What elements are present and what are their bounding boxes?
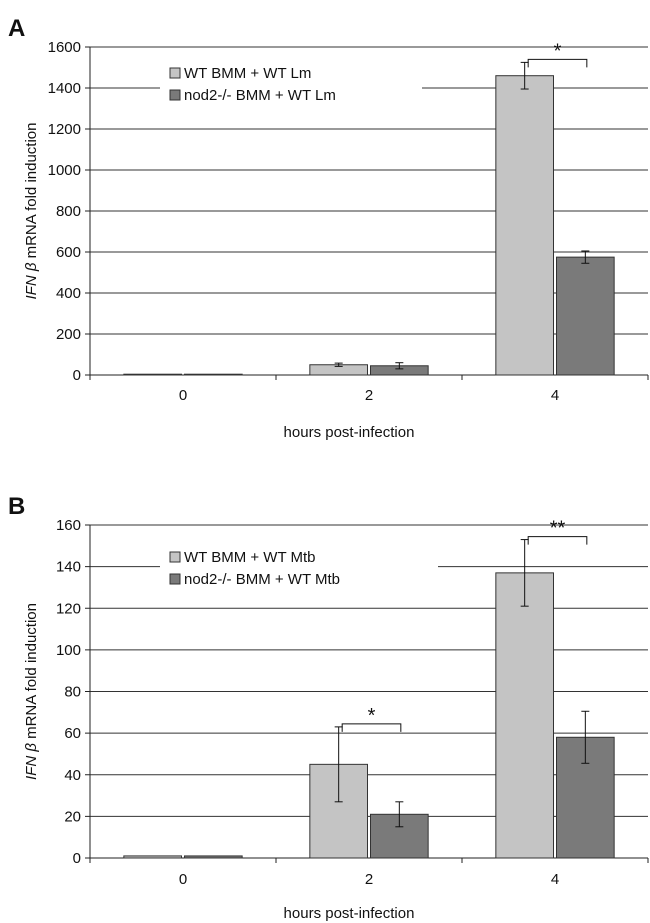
- significance-bracket: [341, 723, 402, 732]
- y-tick-label: 80: [64, 684, 81, 701]
- y-tick-label: 1200: [48, 121, 81, 138]
- legend-swatch: [169, 551, 181, 563]
- y-axis-label-rest: mRNA fold induction: [23, 603, 40, 743]
- panel-label: B: [8, 493, 25, 520]
- chart-panel-A: A 0 200 400 600 800 1000 1200 1400 1600 0 2 4 * WT BMM…: [8, 15, 649, 441]
- bar: [123, 855, 182, 859]
- bar: [123, 373, 182, 376]
- bar: [495, 572, 554, 859]
- legend-label: nod2-/- BMM + WT Lm: [184, 87, 336, 104]
- significance-marker: *: [554, 40, 562, 62]
- y-axis-label: IFN β mRNA fold induction: [23, 123, 40, 300]
- significance-bracket: [527, 536, 588, 545]
- bar: [184, 373, 243, 376]
- bar: [495, 75, 554, 376]
- y-tick-label: 600: [56, 244, 81, 261]
- legend-swatch: [169, 89, 181, 101]
- y-tick-label: 140: [56, 559, 81, 576]
- panel-label: A: [8, 15, 25, 42]
- x-axis-label: hours post-infection: [284, 424, 415, 441]
- y-tick-label: 200: [56, 326, 81, 343]
- y-tick-label: 160: [56, 517, 81, 534]
- y-tick-label: 60: [64, 725, 81, 742]
- y-axis-label-italic: IFN β: [23, 262, 40, 299]
- y-tick-label: 120: [56, 600, 81, 617]
- legend-swatch: [169, 67, 181, 79]
- legend-label: WT BMM + WT Lm: [184, 65, 311, 82]
- x-tick-label: 2: [365, 387, 373, 404]
- x-axis-label: hours post-infection: [284, 905, 415, 922]
- legend-label: WT BMM + WT Mtb: [184, 549, 316, 566]
- y-axis-label-rest: mRNA fold induction: [23, 123, 40, 263]
- legend-swatch: [169, 573, 181, 585]
- bar: [556, 256, 615, 376]
- bar: [184, 855, 243, 859]
- y-tick-label: 0: [73, 850, 81, 867]
- significance-marker: **: [550, 518, 566, 540]
- y-tick-label: 100: [56, 642, 81, 659]
- significance-marker: *: [368, 705, 376, 727]
- x-tick-label: 4: [551, 871, 559, 888]
- y-axis-label: IFN β mRNA fold induction: [23, 603, 40, 780]
- y-tick-label: 1400: [48, 80, 81, 97]
- y-tick-label: 40: [64, 767, 81, 784]
- x-tick-label: 0: [179, 871, 187, 888]
- y-axis-label-italic: IFN β: [23, 743, 40, 780]
- x-tick-label: 2: [365, 871, 373, 888]
- y-tick-label: 400: [56, 285, 81, 302]
- y-tick-label: 1600: [48, 39, 81, 56]
- x-tick-label: 4: [551, 387, 559, 404]
- y-tick-label: 0: [73, 367, 81, 384]
- y-tick-label: 20: [64, 808, 81, 825]
- y-tick-label: 1000: [48, 162, 81, 179]
- x-tick-label: 0: [179, 387, 187, 404]
- significance-bracket: [527, 58, 588, 68]
- y-tick-label: 800: [56, 203, 81, 220]
- legend-label: nod2-/- BMM + WT Mtb: [184, 571, 340, 588]
